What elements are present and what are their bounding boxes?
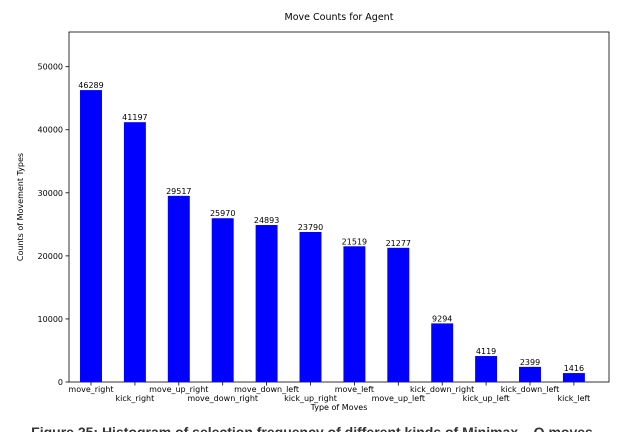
bar: [562, 373, 585, 382]
bar: [80, 90, 102, 382]
x-tick-label: move_right: [68, 385, 113, 394]
y-tick-label: 10000: [38, 315, 63, 324]
x-tick-label: move_down_left: [234, 385, 299, 394]
x-tick-label: move_up_left: [372, 394, 425, 403]
x-tick-label: kick_right: [116, 394, 155, 403]
y-tick-label: 0: [58, 378, 63, 387]
x-tick-label: move_down_right: [187, 394, 258, 403]
bar: [387, 247, 410, 382]
data-label: 29517: [166, 187, 191, 196]
x-tick-label: kick_down_left: [501, 385, 559, 394]
data-label: 21277: [386, 239, 411, 248]
data-label: 41197: [122, 113, 147, 122]
bar: [299, 231, 322, 382]
figure-caption: Figure 25: Histogram of selection freque…: [31, 424, 593, 432]
data-label: 23790: [298, 223, 323, 232]
data-label: 24893: [254, 216, 279, 225]
x-tick-label: move_left: [335, 385, 374, 394]
bar: [211, 218, 234, 382]
data-label: 21519: [342, 237, 367, 246]
chart-title: Move Counts for Agent: [285, 12, 394, 23]
bar: [475, 356, 498, 382]
y-tick-label: 50000: [38, 63, 63, 72]
plot-frame: [68, 31, 610, 383]
x-tick-label: kick_up_right: [284, 394, 337, 403]
bar: [167, 195, 190, 382]
data-label: 9294: [432, 314, 452, 323]
bar: [431, 323, 454, 382]
bar: [519, 366, 541, 382]
x-tick-label: kick_up_left: [463, 394, 510, 403]
bar: [123, 122, 146, 382]
y-tick-label: 20000: [38, 252, 63, 261]
data-label: 1416: [564, 364, 584, 373]
data-label: 2399: [520, 358, 540, 367]
data-label: 4119: [476, 347, 496, 356]
y-tick-label: 40000: [38, 126, 63, 135]
bar: [343, 246, 366, 382]
data-label: 25970: [210, 209, 235, 218]
x-tick-label: kick_down_right: [410, 385, 474, 394]
x-axis-label: Type of Moves: [310, 403, 368, 412]
bar: [255, 225, 278, 382]
x-tick-label: move_up_right: [149, 385, 208, 394]
data-label: 46289: [78, 81, 103, 90]
x-tick-label: kick_left: [557, 394, 590, 403]
y-axis-label: Counts of Movement Types: [16, 153, 25, 261]
y-tick-label: 30000: [38, 189, 63, 198]
